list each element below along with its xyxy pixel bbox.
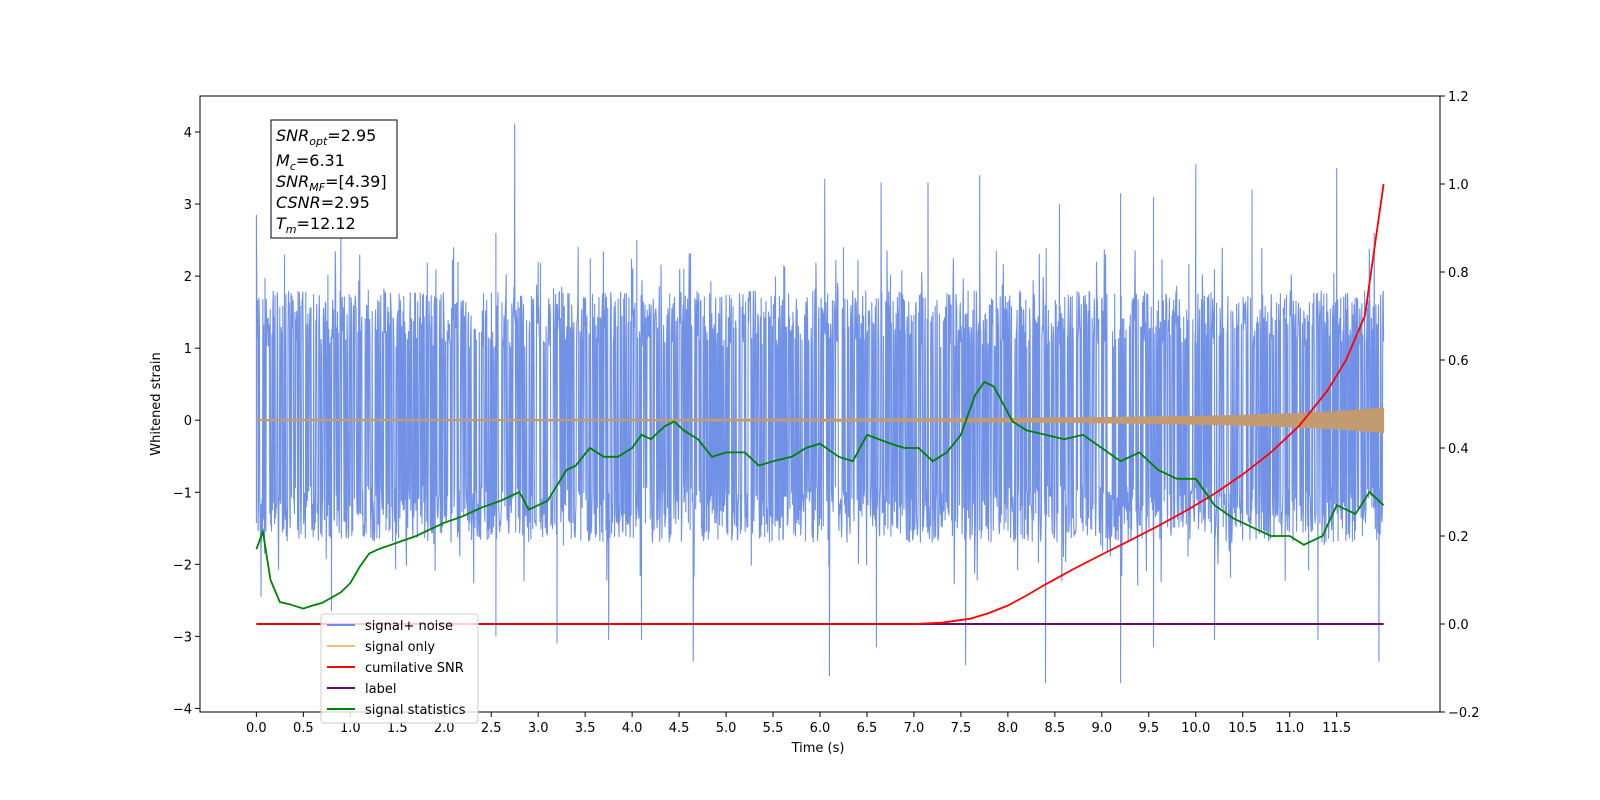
x-tick-label: 2.5 [481, 721, 502, 736]
x-tick-label: 3.0 [528, 721, 549, 736]
x-tick-label: 7.5 [951, 721, 972, 736]
annotation-tm: Tm=12.12 [276, 214, 356, 236]
x-tick-label: 4.5 [669, 721, 690, 736]
annotation-csnr: CSNR=2.95 [276, 193, 370, 212]
series-signal-noise [255, 123, 1385, 684]
x-tick-label: 0.0 [246, 721, 267, 736]
legend-label-signal-only: signal only [365, 640, 435, 655]
x-tick-label: 8.0 [998, 721, 1019, 736]
x-tick-label: 11.5 [1322, 721, 1351, 736]
y-tick-label: −3 [173, 630, 192, 645]
annotation-snr-opt: SNRopt=2.95 [276, 126, 376, 148]
x-tick-label: 0.5 [293, 721, 314, 736]
x-tick-label: 9.0 [1091, 721, 1112, 736]
x-axis: 0.0 0.5 1.0 1.5 2.0 2.5 3.0 3.5 4.0 4.5 5.0 5.5 6.0 6… [246, 712, 1351, 736]
y-tick-label: 1 [184, 342, 192, 357]
legend-label-signal-statistics: signal statistics [365, 703, 466, 718]
y2-tick-label: 0.8 [1448, 266, 1469, 281]
legend-label-signal-noise: signal+ noise [365, 619, 453, 634]
x-tick-label: 4.0 [622, 721, 643, 736]
legend: signal+ noise signal only cumilative SNR… [320, 613, 479, 724]
x-tick-label: 6.0 [810, 721, 831, 736]
annotation-frame [270, 119, 398, 239]
y2-tick-label: 0.2 [1448, 530, 1469, 545]
x-tick-label: 5.5 [763, 721, 784, 736]
y2-tick-label: 1.0 [1448, 178, 1469, 193]
series-layer [255, 123, 1385, 684]
x-tick-label: 7.0 [904, 721, 925, 736]
y-tick-label: −4 [173, 702, 192, 717]
x-tick-label: 2.0 [434, 721, 455, 736]
y-axis-right: 1.2 1.0 0.8 0.6 0.4 0.2 0.0 −0.2 [1440, 90, 1480, 721]
y2-tick-label: 0.0 [1448, 618, 1469, 633]
legend-label-label: label [365, 682, 396, 697]
x-tick-label: 8.5 [1045, 721, 1066, 736]
y2-tick-label: −0.2 [1448, 706, 1480, 721]
x-tick-label: 10.0 [1181, 721, 1210, 736]
y-tick-label: 4 [184, 126, 192, 141]
legend-label-cumulative-snr: cumilative SNR [365, 661, 464, 676]
y2-tick-label: 0.6 [1448, 354, 1469, 369]
series-cumulative-snr [256, 183, 1385, 625]
x-tick-label: 5.0 [716, 721, 737, 736]
x-tick-label: 10.5 [1228, 721, 1257, 736]
y-tick-label: 0 [184, 414, 192, 429]
y2-tick-label: 1.2 [1448, 90, 1469, 105]
x-tick-label: 9.5 [1138, 721, 1159, 736]
annotation-box: SNRopt=2.95 Mc=6.31 SNRMF=[4.39] CSNR=2.… [270, 119, 398, 239]
y-tick-label: 3 [184, 198, 192, 213]
y-axis-left: 4 3 2 1 0 −1 −2 −3 −4 [173, 126, 200, 717]
series-signal-only [255, 407, 1385, 434]
x-tick-label: 1.5 [387, 721, 408, 736]
x-tick-label: 6.5 [857, 721, 878, 736]
legend-frame [320, 613, 479, 724]
x-tick-label: 3.5 [575, 721, 596, 736]
y-axis-label: Whitened strain [149, 352, 164, 455]
annotation-snr-mf: SNRMF=[4.39] [276, 172, 387, 194]
y-tick-label: −1 [173, 486, 192, 501]
y-tick-label: −2 [173, 558, 192, 573]
x-axis-label: Time (s) [791, 741, 845, 756]
y-tick-label: 2 [184, 270, 192, 285]
annotation-mc: Mc=6.31 [276, 151, 345, 173]
x-tick-label: 1.0 [340, 721, 361, 736]
series-signal-statistics [255, 380, 1385, 610]
x-tick-label: 11.0 [1275, 721, 1304, 736]
y2-tick-label: 0.4 [1448, 442, 1469, 457]
